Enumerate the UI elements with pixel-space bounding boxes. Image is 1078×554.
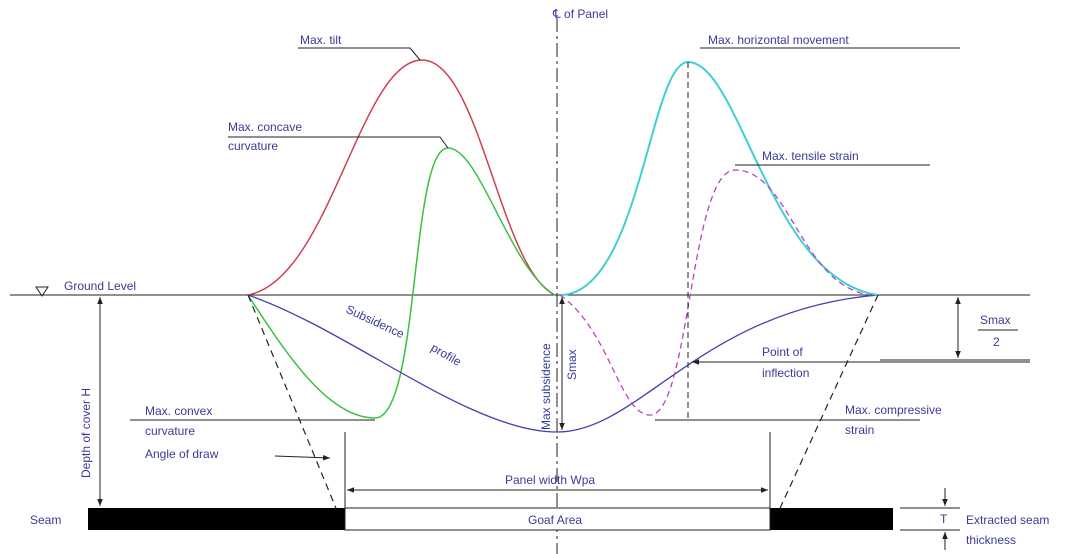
- label: Max. tensile strain: [762, 149, 859, 163]
- label: Max. convex: [145, 404, 212, 418]
- label: Depth of cover H: [79, 388, 93, 478]
- label: Max. tilt: [300, 33, 342, 47]
- label: Panel width Wpa: [505, 473, 595, 487]
- label: inflection: [762, 366, 809, 380]
- label: curvature: [145, 424, 195, 438]
- layout: [10, 18, 1030, 554]
- label: Point of: [762, 345, 803, 359]
- label: Seam: [30, 513, 61, 527]
- label: Max. compressive: [845, 403, 942, 417]
- label: Subsidence: [344, 302, 407, 341]
- label: Max subsidence: [539, 343, 553, 430]
- label: Max. concave: [228, 120, 302, 134]
- label: Goaf Area: [528, 513, 582, 527]
- label: T: [940, 512, 948, 526]
- label: Ground Level: [64, 279, 136, 293]
- label: strain: [845, 423, 874, 437]
- label: Angle of draw: [145, 447, 219, 461]
- label: Max. horizontal movement: [708, 33, 849, 47]
- centerline-label: ℄ of Panel: [552, 7, 608, 21]
- label: Smax: [565, 349, 579, 380]
- label: curvature: [228, 139, 278, 153]
- label: Extracted seam: [966, 513, 1049, 527]
- label: Smax: [980, 313, 1011, 327]
- label: profile: [429, 340, 465, 369]
- label: thickness: [966, 533, 1016, 547]
- label: 2: [993, 335, 1000, 349]
